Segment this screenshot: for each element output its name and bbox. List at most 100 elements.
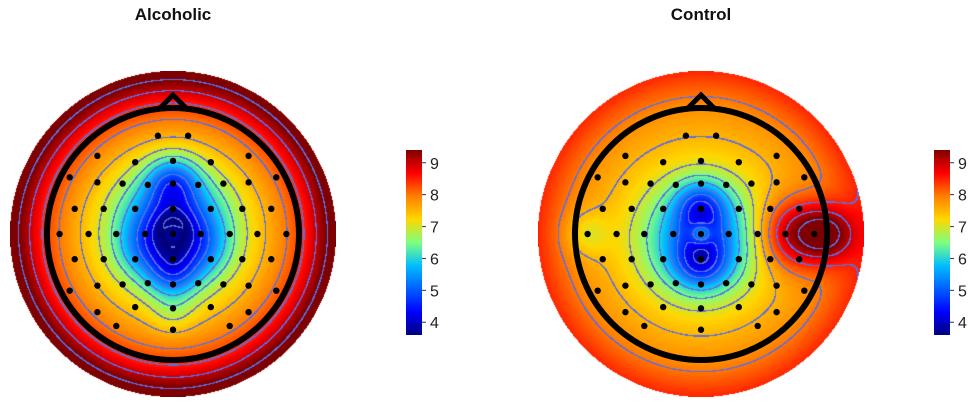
electrode-point [142,230,149,238]
electrode-point [735,205,742,212]
electrode-point [94,308,101,316]
electrode-point [71,205,78,212]
electrode-point [594,287,601,294]
electrode-point [245,308,252,316]
colorbar-tick-label: 6 [430,251,439,268]
colorbar-alcoholic: 4 5 6 7 8 9 [406,150,439,335]
electrode-point [660,256,667,263]
electrode-point [154,132,162,139]
electrode-point [220,281,227,288]
electrode-point [56,230,63,238]
colorbar-tick-label: 8 [430,188,439,205]
colorbar-gradient [934,150,950,335]
electrode-point [599,205,606,212]
colorbar-tick-label: 7 [430,220,439,237]
electrode-point [697,305,705,312]
electrode-point [268,256,275,263]
electrode-point [773,152,780,160]
electrode-point [613,230,620,238]
electrode-point [725,230,732,238]
electrode-point [773,308,780,316]
electrode-point [767,205,774,212]
electrode-point [207,256,214,263]
electrode-point [697,157,705,165]
electrode-point [735,158,742,166]
electrode-point [660,303,667,311]
electrode-point [169,157,177,165]
electrode-point [801,287,808,294]
electrode-point [268,205,275,212]
electrode-point [622,308,629,316]
electrode-point [660,158,667,166]
chart-title-control: Control [670,5,732,24]
electrode-point [66,174,73,181]
electrode-point [594,174,601,181]
electrode-point [697,230,705,238]
electrode-point [226,322,233,330]
electrode-point [169,256,177,263]
electrode-point [71,256,78,263]
electrode-point [767,256,774,263]
electrode-point [113,230,120,238]
electrode-point [670,230,677,238]
electrode-point [773,179,780,186]
electrode-point [195,181,202,189]
colorbar-tick-label: 9 [958,156,967,173]
electrode-point [723,181,730,189]
electrode-point [144,279,151,287]
electrode-point [220,180,227,187]
electrode-point [599,256,606,263]
electrode-point [94,179,101,186]
electrode-point [682,132,690,139]
electrode-point [622,152,629,160]
electrode-point [226,230,233,238]
electrode-point [660,205,667,212]
head-outline [572,105,830,363]
electrode-point [207,303,214,311]
electrode-point [748,180,755,187]
electrode-point [85,230,92,238]
colorbar-gradient [406,150,422,335]
electrode-point [66,287,73,294]
electrode-point [273,174,280,181]
electrode-point [195,279,202,287]
electrode-point [169,205,177,212]
electrode-point [184,132,192,139]
electrode-point [207,205,214,212]
electrode-point [796,256,803,263]
electrode-point [169,305,177,312]
electrode-point [119,180,126,187]
colorbar-tick-label: 4 [430,315,439,332]
electrode-point [169,180,177,187]
electrode-point [641,230,648,238]
electrode-point [584,230,591,238]
electrode-point [622,179,629,186]
electrode-point [245,179,252,186]
electrode-point [697,256,705,263]
electrode-point [273,287,280,294]
electrode-point [773,282,780,289]
electrode-point [169,326,177,333]
electrode-point [628,205,635,212]
electrode-point [735,303,742,311]
electrode-point [672,181,679,189]
electrode-point [283,230,290,238]
electrode-point [748,281,755,288]
electrode-point [697,326,705,333]
electrode-point [697,205,705,212]
electrode-point [712,132,720,139]
electrode-point [754,230,761,238]
electrode-point [197,230,204,238]
electrode-point [697,281,705,288]
colorbar-tick-label: 5 [958,283,967,300]
electrode-point [119,281,126,288]
electrode-point [132,205,139,212]
electrode-point [735,256,742,263]
topomap-control [538,71,864,397]
electrode-point [207,158,214,166]
electrode-point [245,152,252,160]
electrode-point [672,279,679,287]
head-outline [44,105,302,363]
colorbar-tick-label: 7 [958,220,967,237]
electrode-point [811,230,818,238]
